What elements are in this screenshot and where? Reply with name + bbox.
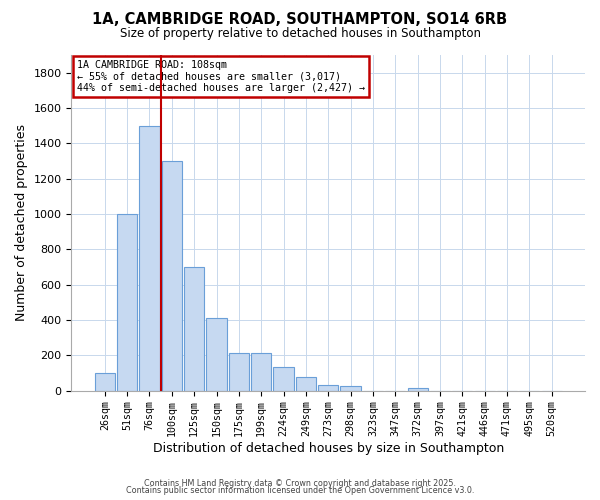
Bar — [139, 126, 160, 390]
Bar — [340, 386, 361, 390]
Bar — [184, 267, 204, 390]
Bar — [274, 367, 293, 390]
Text: Contains public sector information licensed under the Open Government Licence v3: Contains public sector information licen… — [126, 486, 474, 495]
Bar — [206, 318, 227, 390]
Bar — [162, 161, 182, 390]
Text: Contains HM Land Registry data © Crown copyright and database right 2025.: Contains HM Land Registry data © Crown c… — [144, 478, 456, 488]
Bar — [296, 378, 316, 390]
Bar — [117, 214, 137, 390]
Text: Size of property relative to detached houses in Southampton: Size of property relative to detached ho… — [119, 28, 481, 40]
Bar — [229, 352, 249, 391]
Bar — [318, 384, 338, 390]
X-axis label: Distribution of detached houses by size in Southampton: Distribution of detached houses by size … — [152, 442, 504, 455]
Bar — [95, 373, 115, 390]
Bar — [407, 388, 428, 390]
Text: 1A, CAMBRIDGE ROAD, SOUTHAMPTON, SO14 6RB: 1A, CAMBRIDGE ROAD, SOUTHAMPTON, SO14 6R… — [92, 12, 508, 28]
Bar — [251, 352, 271, 391]
Text: 1A CAMBRIDGE ROAD: 108sqm
← 55% of detached houses are smaller (3,017)
44% of se: 1A CAMBRIDGE ROAD: 108sqm ← 55% of detac… — [77, 60, 365, 93]
Y-axis label: Number of detached properties: Number of detached properties — [15, 124, 28, 322]
